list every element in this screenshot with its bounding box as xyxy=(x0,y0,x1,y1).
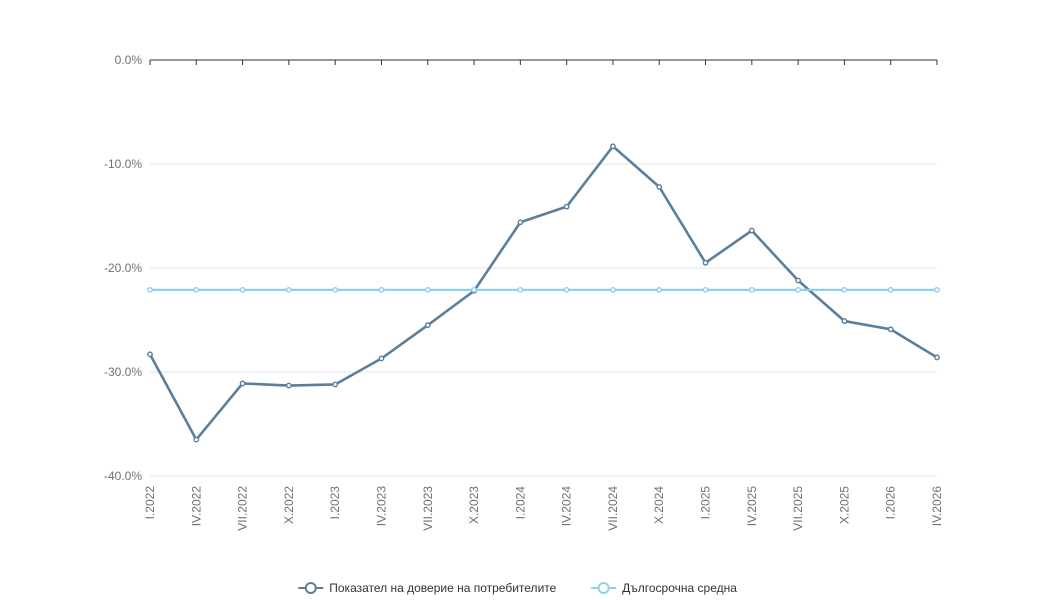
legend-item-0[interactable]: Показател на доверие на потребителите xyxy=(298,581,557,595)
x-tick-label: VII.2024 xyxy=(606,486,620,531)
x-tick-label: X.2023 xyxy=(467,486,481,524)
x-tick-label: X.2024 xyxy=(652,486,666,524)
data-point xyxy=(193,286,200,293)
data-point xyxy=(748,227,755,234)
x-tick-label: I.2026 xyxy=(884,486,898,520)
x-tick-label: IV.2022 xyxy=(189,486,203,527)
data-point xyxy=(563,286,570,293)
data-point xyxy=(424,322,431,329)
data-point xyxy=(795,286,802,293)
data-point xyxy=(887,286,894,293)
x-tick-label: I.2025 xyxy=(699,486,713,520)
data-point xyxy=(378,286,385,293)
data-point xyxy=(748,286,755,293)
data-point xyxy=(656,286,663,293)
legend-item-1[interactable]: Дългосрочна средна xyxy=(591,581,737,595)
x-tick-label: VII.2025 xyxy=(791,486,805,531)
series-lines xyxy=(147,143,940,443)
data-point xyxy=(239,380,246,387)
data-point xyxy=(285,382,292,389)
legend-swatch-marker xyxy=(597,582,610,594)
data-point xyxy=(934,286,940,293)
data-point xyxy=(332,286,339,293)
data-point xyxy=(841,286,848,293)
data-point xyxy=(656,183,663,190)
data-point xyxy=(702,259,709,266)
data-point xyxy=(193,436,200,443)
x-tick-label: I.2024 xyxy=(513,486,527,520)
data-point xyxy=(795,277,802,284)
grid-lines xyxy=(150,163,937,477)
legend-label: Показател на доверие на потребителите xyxy=(329,581,556,595)
x-tick-label: VII.2022 xyxy=(236,486,250,531)
x-tick-label: VII.2023 xyxy=(421,486,435,531)
data-point xyxy=(887,326,894,333)
legend-swatch-marker xyxy=(304,582,317,594)
x-tick-label: I.2023 xyxy=(328,486,342,520)
data-point xyxy=(517,219,524,226)
x-tick-label: IV.2026 xyxy=(930,486,944,527)
legend[interactable]: Показател на доверие на потребителите Дъл… xyxy=(298,581,737,595)
series-line-0 xyxy=(148,145,938,441)
y-tick-label: 0.0% xyxy=(115,53,143,67)
x-tick-label: I.2022 xyxy=(143,486,157,520)
x-tick-label: IV.2023 xyxy=(374,486,388,527)
y-tick-label: -30.0% xyxy=(104,365,142,379)
y-tick-label: -40.0% xyxy=(104,469,142,483)
data-point xyxy=(610,286,616,293)
x-tick-label: IV.2024 xyxy=(560,486,574,527)
y-tick-label: -10.0% xyxy=(104,157,142,171)
data-point xyxy=(702,286,709,293)
data-point xyxy=(610,143,616,150)
data-point xyxy=(285,286,292,293)
data-point xyxy=(147,286,153,293)
axes: 0.0% -10.0% -20.0% -30.0% -40.0%I.2022 IV.202… xyxy=(104,53,944,531)
legend-label: Дългосрочна средна xyxy=(622,581,737,595)
data-point xyxy=(934,354,940,361)
x-tick-label: X.2022 xyxy=(282,486,296,524)
data-point xyxy=(471,286,477,293)
data-point xyxy=(424,286,431,293)
data-point xyxy=(239,286,246,293)
x-tick-label: IV.2025 xyxy=(745,486,759,527)
data-point xyxy=(517,286,524,293)
data-point xyxy=(378,355,385,362)
data-point xyxy=(563,203,570,210)
x-tick-label: X.2025 xyxy=(837,486,851,524)
data-point xyxy=(841,318,848,324)
y-tick-label: -20.0% xyxy=(104,261,142,275)
data-point xyxy=(332,381,339,388)
data-point xyxy=(147,351,153,358)
